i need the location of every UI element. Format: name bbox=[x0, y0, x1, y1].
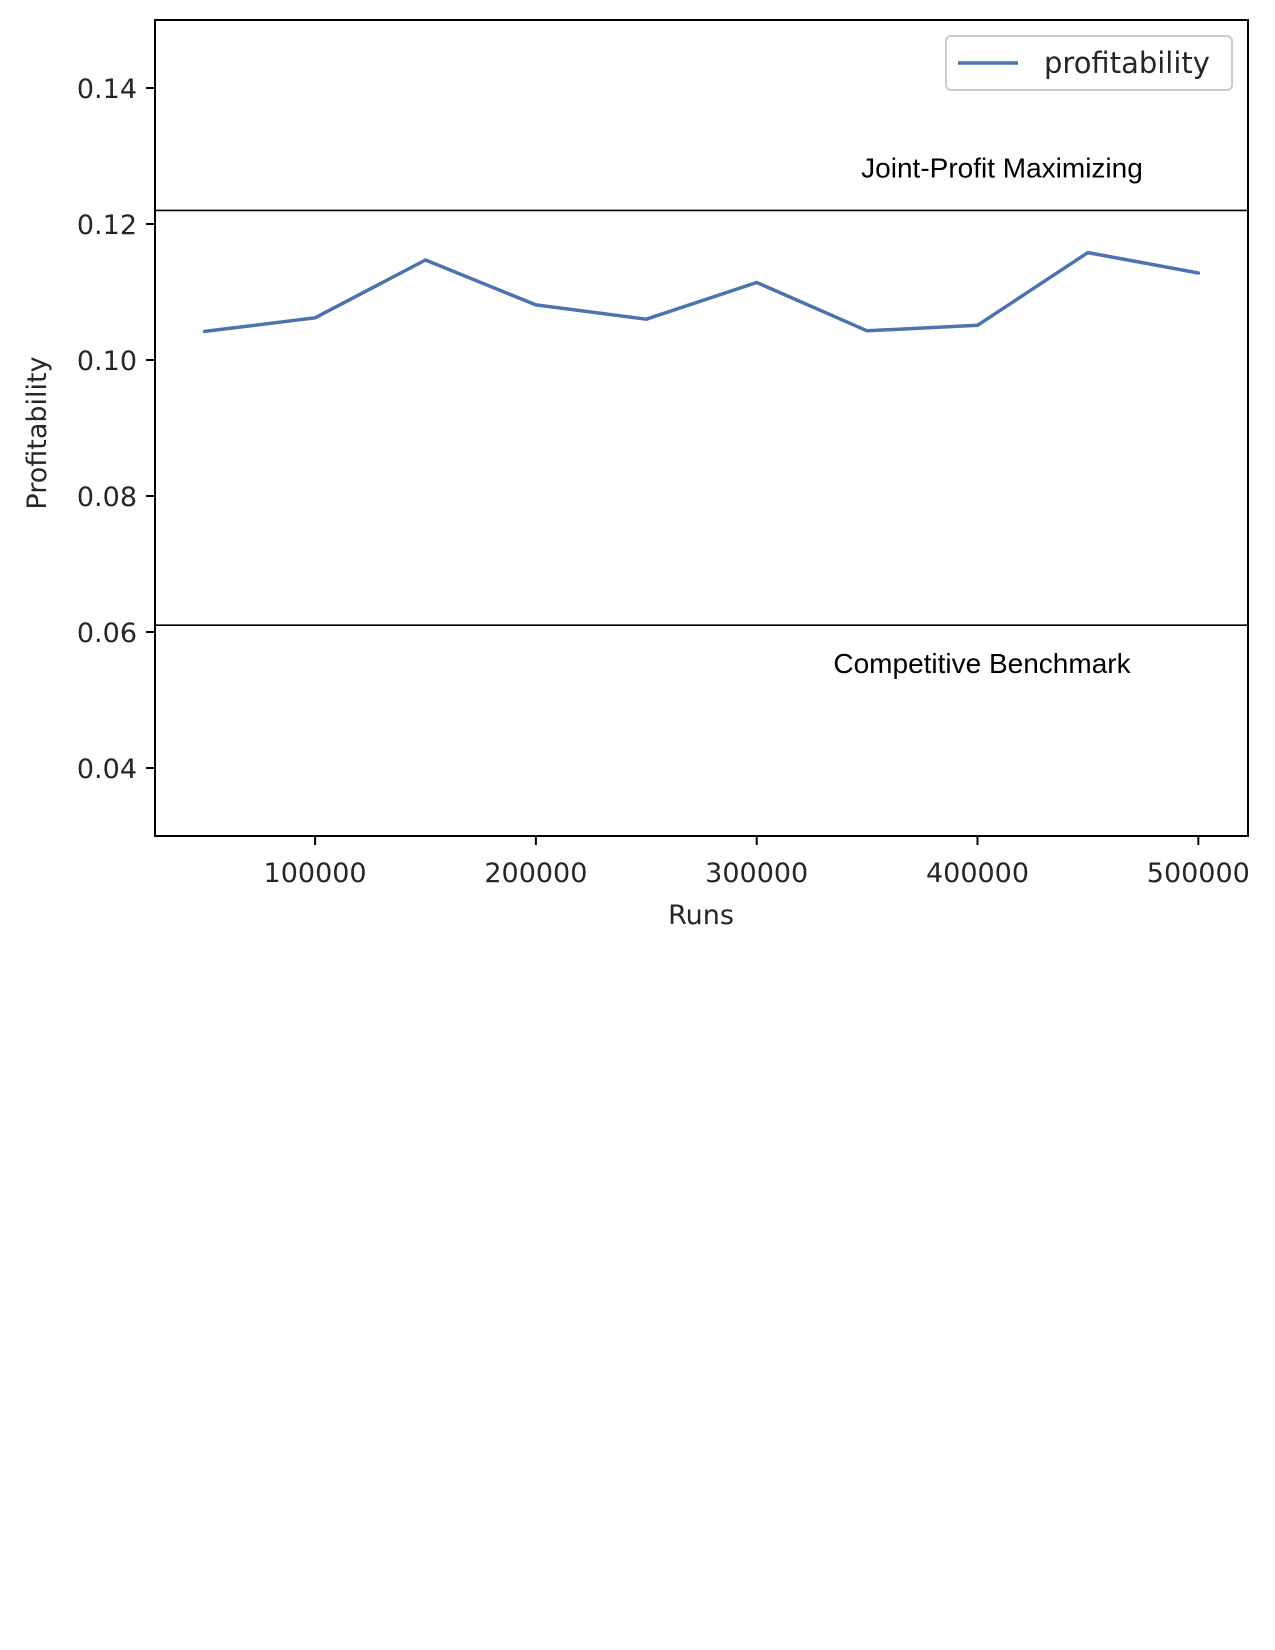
data-point bbox=[755, 280, 759, 284]
data-point bbox=[644, 317, 648, 321]
x-tick-label: 300000 bbox=[705, 858, 808, 889]
y-tick-label: 0.10 bbox=[77, 346, 137, 377]
x-tick-label: 200000 bbox=[484, 858, 587, 889]
reference-line-label: Joint-Profit Maximizing bbox=[861, 152, 1143, 183]
data-point bbox=[423, 258, 427, 262]
data-point bbox=[203, 329, 207, 333]
x-axis-title: Runs bbox=[668, 900, 734, 931]
y-axis: 0.04 0.06 0.08 0.10 0.12 0.14 bbox=[77, 74, 155, 785]
data-point bbox=[976, 323, 980, 327]
x-axis: 100000 200000 300000 400000 500000 bbox=[264, 836, 1250, 889]
y-tick-label: 0.12 bbox=[77, 210, 137, 241]
data-point bbox=[534, 303, 538, 307]
data-point bbox=[865, 329, 869, 333]
x-tick-label: 400000 bbox=[926, 858, 1029, 889]
reference-line-label: Competitive Benchmark bbox=[833, 648, 1131, 679]
x-tick-label: 100000 bbox=[264, 858, 367, 889]
y-tick-label: 0.06 bbox=[77, 618, 137, 649]
plot-area bbox=[154, 19, 1249, 837]
data-point bbox=[1196, 271, 1200, 275]
data-point bbox=[1086, 251, 1090, 255]
y-tick-label: 0.08 bbox=[77, 482, 137, 513]
y-axis-title: Profitability bbox=[22, 356, 53, 509]
data-point bbox=[313, 316, 317, 320]
series-line-profitability bbox=[202, 250, 1201, 334]
x-tick-label: 500000 bbox=[1147, 858, 1250, 889]
legend: profitability bbox=[945, 35, 1233, 91]
series-layer bbox=[202, 250, 1201, 334]
reference-lines: Joint-Profit Maximizing Competitive Bench… bbox=[155, 152, 1248, 679]
y-tick-label: 0.04 bbox=[77, 754, 137, 785]
legend-box bbox=[945, 35, 1233, 91]
y-tick-label: 0.14 bbox=[77, 74, 137, 105]
legend-label: profitability bbox=[1044, 46, 1210, 80]
